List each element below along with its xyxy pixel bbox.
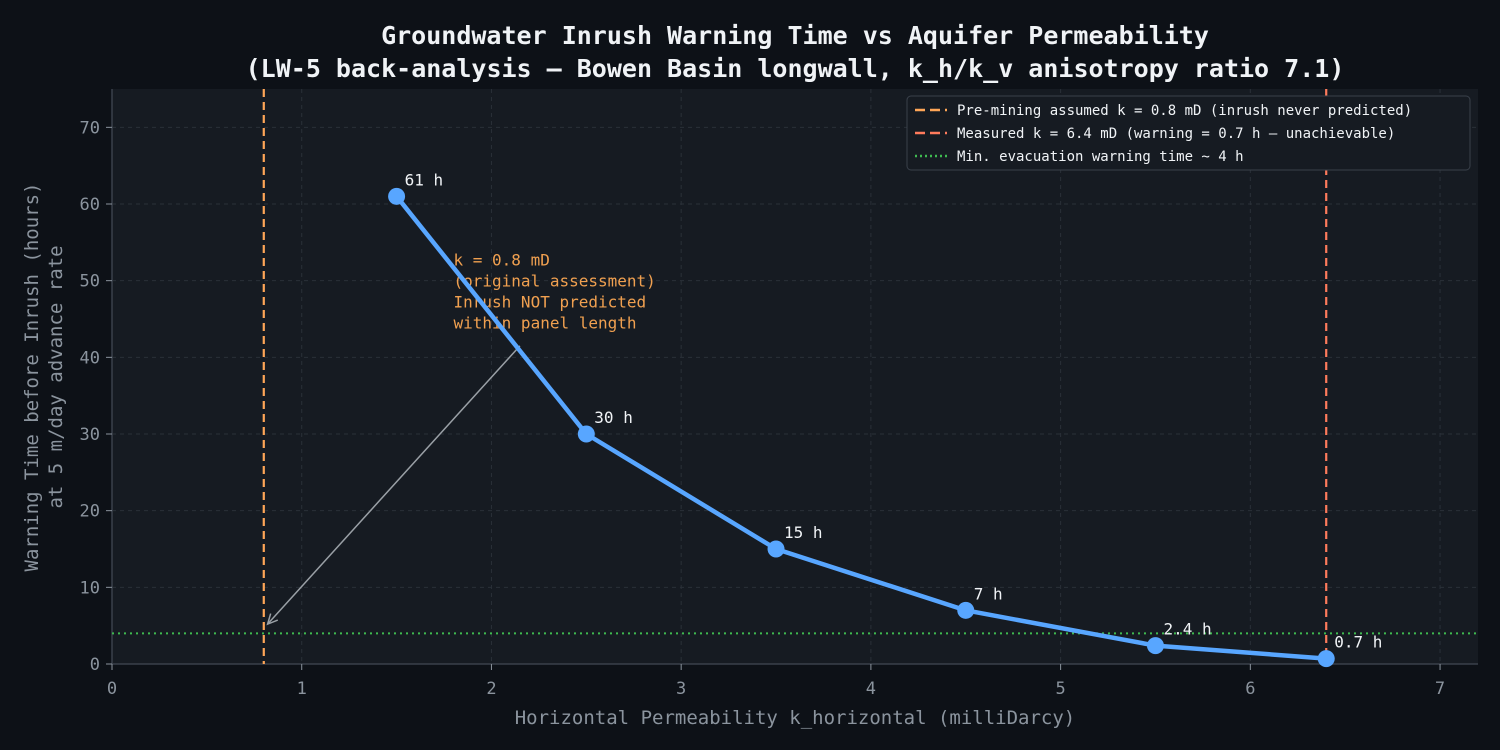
data-label: 2.4 h (1163, 620, 1211, 639)
x-tick-label: 0 (107, 679, 117, 699)
reference-lines (112, 89, 1478, 664)
x-tick-label: 4 (866, 679, 876, 699)
data-point (1317, 650, 1335, 668)
annotation-text-line: (original assessment) (454, 271, 656, 290)
y-tick-label: 50 (80, 272, 100, 292)
x-tick-label: 5 (1055, 679, 1065, 699)
data-label: 30 h (594, 408, 633, 427)
warning-time-line (394, 194, 1329, 661)
series: 61 h 30 h 15 h 7 h 2.4 h 0.7 h (388, 170, 1382, 668)
x-tick-label: 6 (1245, 679, 1255, 699)
data-point (388, 187, 406, 205)
data-point (1146, 637, 1164, 655)
legend-box (906, 95, 1471, 171)
legend: Pre-mining assumed k = 0.8 mD (inrush ne… (906, 95, 1471, 171)
x-tick-label: 2 (486, 679, 496, 699)
annotation-text-line: within panel length (454, 313, 637, 332)
annotation-text-line: k = 0.8 mD (454, 250, 550, 269)
annotation-arrow (267, 345, 521, 625)
data-point (957, 601, 975, 619)
x-tick-label: 3 (676, 679, 686, 699)
y-tick-label: 20 (80, 502, 100, 522)
x-tick-label: 1 (297, 679, 307, 699)
y-tick-label: 10 (80, 578, 100, 598)
grid (111, 89, 1478, 665)
plot-area (112, 89, 1478, 664)
y-axis-label-line-2: at 5 m/day advance rate (45, 245, 67, 508)
y-tick-label: 30 (80, 425, 100, 445)
y-tick-label: 60 (80, 195, 100, 215)
data-point (767, 540, 785, 558)
chart-title-line-2: (LW-5 back-analysis — Bowen Basin longwa… (246, 54, 1345, 83)
legend-item-evacuation-time-label: Min. evacuation warning time ~ 4 h (957, 149, 1244, 165)
legend-item-pre-mining-k-label: Pre-mining assumed k = 0.8 mD (inrush ne… (957, 103, 1412, 119)
y-tick-label: 40 (80, 348, 100, 368)
x-axis-label: Horizontal Permeability k_horizontal (mi… (515, 707, 1076, 729)
x-tick-label: 7 (1435, 679, 1445, 699)
data-label: 61 h (405, 170, 444, 189)
y-tick-label: 70 (80, 118, 100, 138)
annotation-arrowhead (266, 613, 279, 626)
y-tick-label: 0 (90, 655, 100, 675)
data-point (577, 425, 595, 443)
chart-title-line-1: Groundwater Inrush Warning Time vs Aquif… (381, 21, 1209, 50)
data-label: 7 h (974, 584, 1003, 603)
y-axis-label-line-1: Warning Time before Inrush (hours) (21, 183, 43, 572)
data-label: 0.7 h (1334, 633, 1382, 652)
annotation: k = 0.8 mD (original assessment) Inrush NO… (266, 250, 656, 626)
data-label: 15 h (784, 523, 823, 542)
legend-item-measured-k-label: Measured k = 6.4 mD (warning = 0.7 h — u… (957, 126, 1395, 142)
annotation-text-line: Inrush NOT predicted (454, 292, 647, 311)
